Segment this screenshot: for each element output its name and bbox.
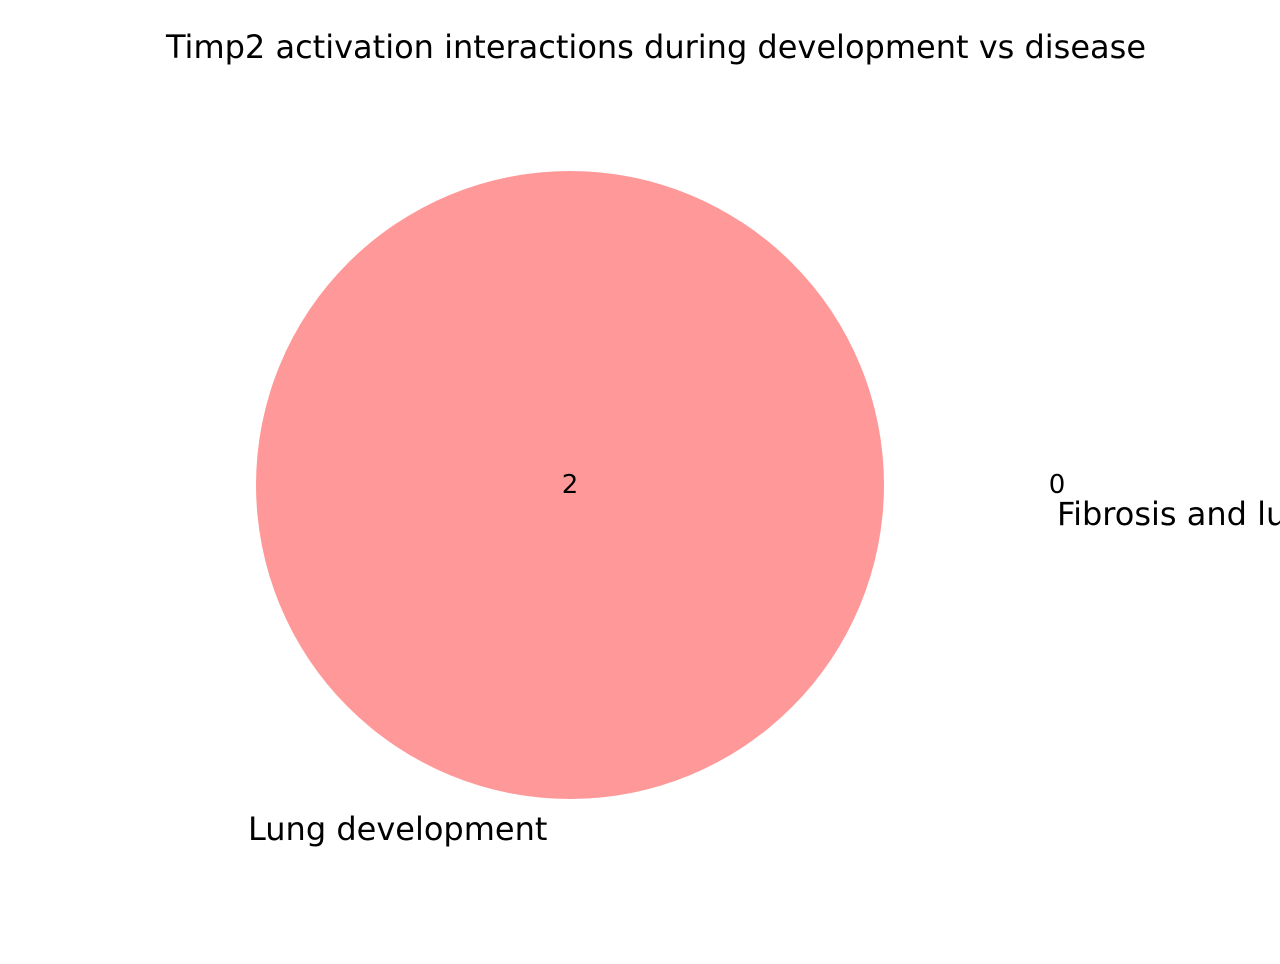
- venn-circle-lung-development: [256, 171, 884, 799]
- venn-set-label-fibrosis: Fibrosis and lung disease: [1057, 495, 1280, 533]
- chart-title: Timp2 activation interactions during dev…: [165, 28, 1146, 66]
- venn-region-count-fibrosis-only: 0: [1049, 470, 1066, 500]
- venn-region-count-lung-development-only: 2: [562, 470, 579, 500]
- venn-set-label-lung-development: Lung development: [248, 810, 547, 848]
